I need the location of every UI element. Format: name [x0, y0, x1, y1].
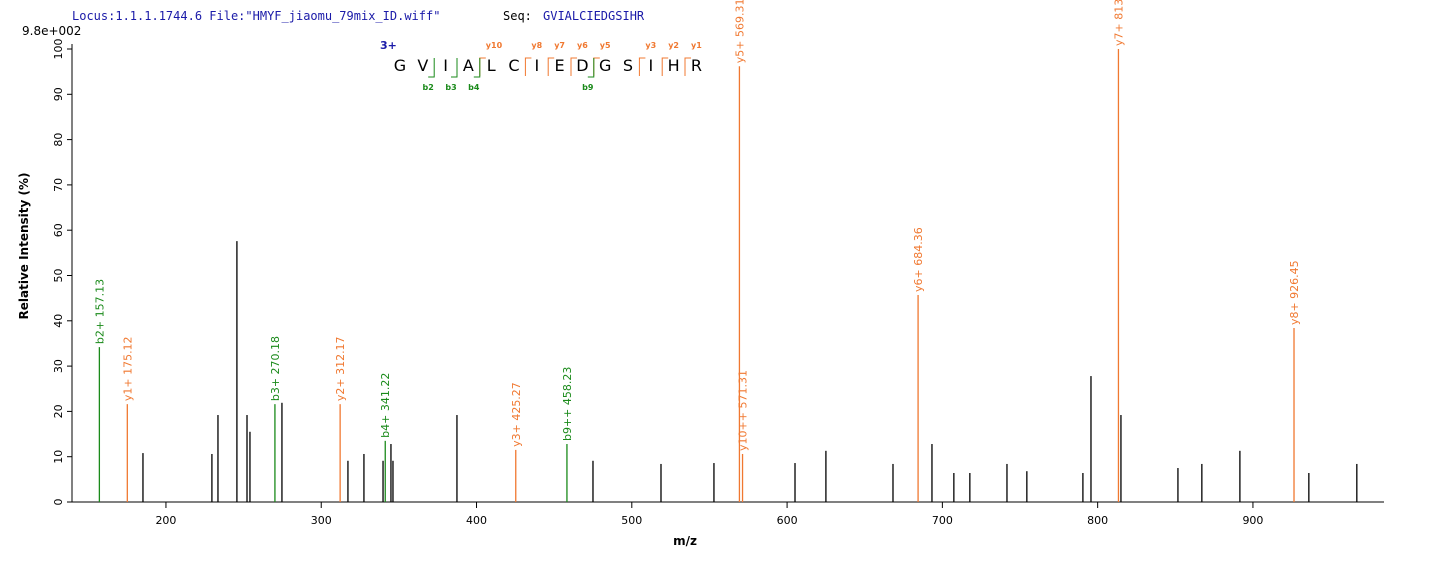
residue: I	[648, 56, 653, 75]
residue: H	[668, 56, 680, 75]
x-tick-label: 200	[155, 514, 176, 527]
residue: D	[576, 56, 588, 75]
b-ion-mark	[451, 58, 458, 78]
y-ion-label: y7	[554, 41, 565, 50]
residue: C	[508, 56, 519, 75]
charge: 3+	[380, 39, 397, 52]
locus: Locus:1.1.1.1744.6 File:"HMYF_jiaomu_79m…	[72, 9, 440, 23]
residue: I	[534, 56, 539, 75]
y-ion-label: y10	[486, 41, 503, 50]
x-tick-label: 800	[1087, 514, 1108, 527]
peak-label: y10++ 571.31	[737, 370, 750, 451]
y-ion-mark	[684, 57, 691, 76]
b-ion-label: b4	[468, 83, 480, 92]
b-ion-mark	[587, 58, 595, 78]
peak-label: y8+ 926.45	[1288, 260, 1301, 325]
seq-label: Seq:	[503, 9, 532, 23]
peak-label: b3+ 270.18	[269, 336, 282, 401]
y-ion-label: y6	[577, 41, 588, 50]
residue: S	[623, 56, 633, 75]
y-ion-label: y5	[600, 41, 611, 50]
y-ion-mark	[661, 57, 669, 76]
residue: G	[599, 56, 611, 75]
y-tick-label: 50	[52, 269, 65, 283]
y-tick-label: 90	[52, 87, 65, 101]
y-tick-label: 40	[52, 314, 65, 328]
x-tick-label: 500	[621, 514, 642, 527]
y-ion-label: y3	[645, 41, 656, 50]
y-ion-label: y1	[691, 41, 702, 50]
y-tick-label: 60	[52, 223, 65, 237]
residue: V	[417, 56, 428, 75]
y-tick-label: 0	[52, 499, 65, 506]
residue: L	[487, 56, 496, 75]
y-ion-mark	[524, 57, 532, 76]
scale-label: 9.8e+002	[22, 24, 81, 38]
b-ion-mark	[473, 58, 481, 78]
peak-label: y1+ 175.12	[121, 336, 134, 401]
y-ion-mark	[479, 57, 486, 76]
peak-label: b2+ 157.13	[93, 279, 106, 344]
x-axis-label: m/z	[673, 534, 697, 548]
y-tick-label: 20	[52, 404, 65, 418]
y-ion-label: y2	[668, 41, 679, 50]
x-tick-label: 400	[466, 514, 487, 527]
residue: A	[463, 56, 474, 75]
x-tick-label: 700	[932, 514, 953, 527]
y-tick-label: 100	[52, 39, 65, 60]
x-tick-label: 900	[1242, 514, 1263, 527]
peak-label: b4+ 341.22	[379, 373, 392, 438]
y-ion-label: y8	[531, 41, 542, 50]
y-ion-mark	[638, 57, 646, 76]
y-tick-label: 10	[52, 450, 65, 464]
b-ion-mark	[428, 58, 435, 78]
y-tick-label: 70	[52, 178, 65, 192]
y-ion-mark	[547, 57, 555, 76]
residue: R	[691, 56, 702, 75]
b-ion-label: b9	[582, 83, 594, 92]
b-ion-label: b3	[445, 83, 456, 92]
peak-label: y7+ 813.39	[1112, 0, 1125, 46]
peak-label: y6+ 684.36	[912, 227, 925, 292]
x-tick-label: 300	[311, 514, 332, 527]
y-tick-label: 80	[52, 133, 65, 147]
y-axis-label: Relative Intensity (%)	[17, 173, 31, 320]
peak-label: b9++ 458.23	[561, 367, 574, 441]
peak-label: y3+ 425.27	[510, 382, 523, 447]
x-tick-label: 600	[777, 514, 798, 527]
peak-label: y5+ 569.31	[733, 0, 746, 63]
residue: G	[394, 56, 406, 75]
peak-label: y2+ 312.17	[334, 336, 347, 401]
y-tick-label: 30	[52, 359, 65, 373]
b-ion-label: b2	[423, 83, 434, 92]
residue: I	[443, 56, 448, 75]
y-ion-mark	[570, 57, 577, 76]
residue: E	[555, 56, 565, 75]
seq: GVIALCIEDGSIHR	[543, 9, 645, 23]
